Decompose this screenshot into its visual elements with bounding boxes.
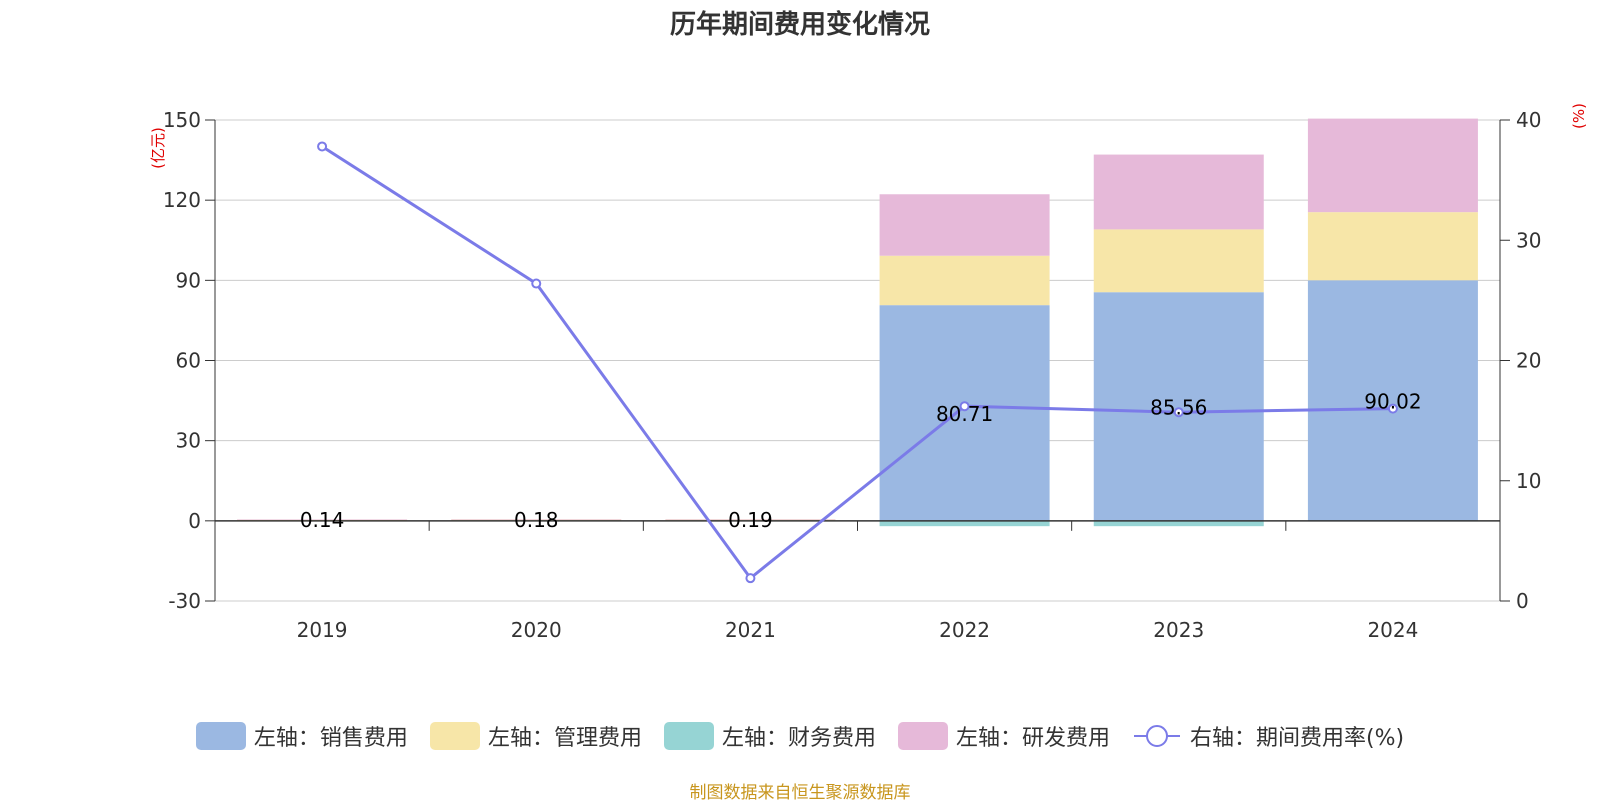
chart-title: 历年期间费用变化情况	[669, 10, 930, 40]
bar-segment	[1093, 520, 1264, 527]
expense-rate-point	[1387, 403, 1398, 414]
legend: 左轴：销售费用 左轴：管理费用 左轴：财务费用 左轴：研发费用 右轴：期间费用率(%)	[0, 720, 1600, 752]
expense-rate-point	[317, 141, 328, 152]
grid-lines	[215, 119, 1500, 602]
legend-swatch-icon	[897, 722, 948, 750]
bar-segment	[879, 194, 1050, 256]
legend-item[interactable]: 左轴：财务费用	[663, 720, 876, 752]
bar-segment	[879, 255, 1050, 306]
bar-segment	[1307, 212, 1478, 281]
bar-segment	[1093, 154, 1264, 230]
right-tick-label: 20	[1516, 349, 1541, 373]
bar-segment	[879, 520, 1050, 527]
data-label: 80.71	[936, 402, 993, 426]
bar-segment	[1093, 229, 1264, 293]
bar-segment	[237, 519, 408, 521]
bar-segment	[665, 519, 836, 520]
bar-segment	[237, 519, 408, 520]
category-label: 2020	[511, 618, 562, 642]
data-label: 85.56	[1150, 396, 1207, 420]
right-tick-label: 30	[1516, 228, 1541, 252]
left-tick-label: 90	[176, 268, 201, 292]
left-tick-label: -30	[168, 589, 201, 613]
left-tick-label: 30	[176, 429, 201, 453]
legend-label: 左轴：销售费用	[253, 726, 408, 751]
legend-swatch-icon	[429, 722, 480, 750]
bar-segment	[451, 519, 622, 520]
source-note: 制图数据来自恒生聚源数据库	[689, 783, 911, 803]
bar-segment	[665, 519, 836, 521]
bar-segment	[1307, 118, 1478, 213]
left-tick-label: 120	[163, 188, 201, 212]
expense-rate-point	[745, 573, 756, 584]
legend-label: 左轴：管理费用	[487, 726, 642, 751]
legend-label: 左轴：研发费用	[955, 726, 1110, 751]
line-marker-icon	[1133, 725, 1180, 747]
right-tick-label: 0	[1516, 589, 1529, 613]
bar-segment	[1093, 292, 1264, 521]
left-tick-label: 150	[163, 108, 201, 132]
legend-line-circle	[1145, 725, 1168, 747]
bar-segment	[879, 305, 1050, 521]
line-layer	[317, 141, 1398, 584]
bar-segment	[1307, 280, 1478, 521]
data-label: 0.19	[728, 508, 773, 532]
category-label: 2021	[725, 618, 776, 642]
data-label: 90.02	[1364, 390, 1421, 414]
left-axis-unit-label: (亿元)	[149, 127, 167, 169]
category-label: 2019	[297, 618, 348, 642]
legend-item[interactable]: 左轴：管理费用	[429, 720, 642, 752]
expense-rate-point	[959, 401, 970, 412]
left-tick-label: 0	[188, 509, 201, 533]
right-tick-label: 40	[1516, 108, 1541, 132]
bar-layer	[237, 118, 1478, 527]
data-label: 0.18	[514, 508, 559, 532]
legend-swatch-icon	[195, 722, 246, 750]
right-axis-unit-label: (%)	[1570, 103, 1588, 129]
bar-segment	[451, 519, 622, 521]
right-tick-label: 10	[1516, 469, 1541, 493]
legend-item[interactable]: 左轴：研发费用	[897, 720, 1110, 752]
expense-rate-point	[1173, 407, 1184, 418]
legend-swatch-icon	[663, 722, 714, 750]
legend-label: 右轴：期间费用率(%)	[1189, 726, 1405, 751]
category-label: 2024	[1367, 618, 1418, 642]
data-label: 0.14	[300, 508, 345, 532]
expense-rate-point	[531, 278, 542, 289]
data-labels: 0.14 0.18 0.19 80.71 85.56 90.02	[300, 390, 1422, 532]
category-label: 2023	[1153, 618, 1204, 642]
category-label: 2022	[939, 618, 990, 642]
legend-item[interactable]: 右轴：期间费用率(%)	[1132, 720, 1404, 752]
legend-label: 左轴：财务费用	[721, 726, 876, 751]
left-tick-label: 60	[176, 349, 201, 373]
expense-rate-line	[321, 145, 1393, 581]
axes: -30 0 30 60 90 120 150 0 10 20 30 40 (亿元) (%) 2019 2020…	[149, 103, 1588, 642]
legend-item[interactable]: 左轴：销售费用	[195, 720, 408, 752]
